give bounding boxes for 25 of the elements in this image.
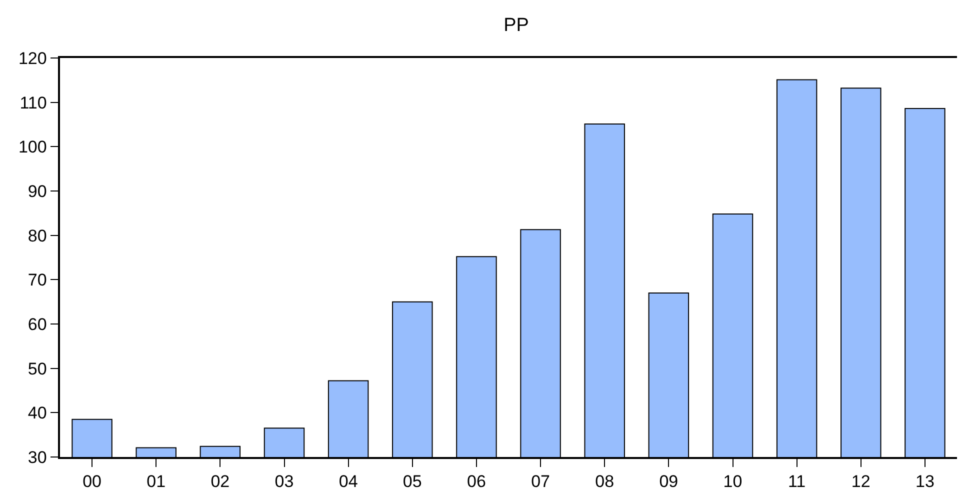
x-tick-label: 10 [723,472,742,492]
x-tick-label: 13 [916,472,934,492]
chart-title: PP [504,14,529,36]
y-tick-label: 100 [18,138,47,157]
y-tick-label: 120 [18,48,47,68]
x-tick-label: 01 [146,472,166,492]
x-tick-label: 09 [659,472,678,492]
y-tick-label: 50 [28,359,47,378]
x-tick-label: 06 [467,472,486,492]
y-tick-label: 70 [28,270,47,290]
y-tick-label: 80 [28,226,47,246]
x-tick-label: 08 [595,472,614,492]
x-tick-label: 04 [338,472,358,492]
y-tick-label: 90 [28,182,47,201]
y-tick-label: 40 [28,404,47,423]
x-tick-label: 11 [788,472,806,492]
x-tick-label: 07 [531,472,550,492]
x-tick-label: 02 [210,472,230,492]
x-tick-label: 05 [402,472,422,492]
y-tick-label: 30 [28,448,47,467]
x-tick-label: 00 [82,472,102,492]
x-tick-label: 12 [851,472,870,492]
x-tick-label: 03 [274,472,294,492]
y-tick-label: 60 [28,314,47,334]
y-tick-label: 110 [20,93,47,112]
